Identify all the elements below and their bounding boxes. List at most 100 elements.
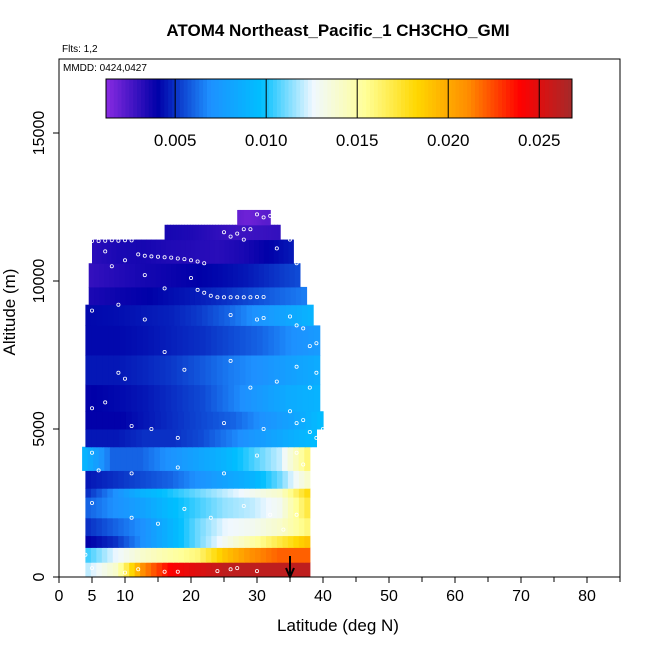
- heatmap-cell: [218, 224, 222, 241]
- colorbar-tick-label: 0.025: [518, 131, 561, 150]
- heatmap-cell: [176, 325, 184, 356]
- heatmap-cell: [243, 263, 249, 288]
- sample-point: [103, 400, 108, 405]
- heatmap-cell: [317, 411, 324, 430]
- sample-point: [235, 295, 240, 300]
- sample-point: [155, 521, 160, 526]
- heatmap-cell: [226, 446, 233, 471]
- heatmap-cell: [151, 497, 158, 519]
- heatmap-cell: [248, 263, 255, 288]
- heatmap-cell: [285, 384, 292, 412]
- colorbar-cell: [206, 79, 212, 118]
- heatmap-cell: [305, 411, 313, 430]
- heatmap-cell: [217, 263, 224, 288]
- heatmap-cell: [238, 535, 245, 548]
- colorbar-cell: [292, 79, 297, 118]
- heatmap-cell: [247, 209, 250, 226]
- heatmap-cell: [178, 224, 183, 241]
- heatmap-cell: [224, 239, 231, 264]
- heatmap-cell: [166, 411, 173, 430]
- heatmap-cell: [222, 325, 229, 356]
- sample-point: [294, 364, 299, 369]
- heatmap-cell: [140, 517, 147, 537]
- heatmap-cell: [185, 239, 191, 264]
- heatmap-cell: [118, 562, 125, 578]
- heatmap-cell: [313, 355, 321, 386]
- heatmap-cell: [163, 286, 169, 306]
- sample-point: [162, 569, 167, 574]
- heatmap-cell: [181, 224, 185, 241]
- heatmap-cell: [213, 304, 220, 326]
- heatmap-cell: [192, 224, 197, 241]
- colorbar-cell: [117, 79, 123, 118]
- heatmap-cell: [143, 411, 150, 430]
- plot-frame: [58, 58, 621, 578]
- heatmap-cell: [233, 547, 240, 563]
- heatmap-cell: [178, 497, 185, 519]
- heatmap-cell: [195, 239, 201, 264]
- heatmap-cell: [199, 355, 206, 386]
- heatmap-cell: [202, 304, 209, 326]
- heatmap-cell: [156, 497, 163, 519]
- heatmap-cell: [296, 384, 304, 412]
- heatmap-cell: [178, 562, 185, 578]
- heatmap-cell: [266, 224, 270, 241]
- heatmap-cell: [178, 470, 185, 489]
- heatmap-cell: [85, 304, 92, 326]
- colorbar-cell: [327, 79, 332, 118]
- heatmap-cell: [266, 547, 273, 563]
- sample-point: [123, 376, 128, 381]
- heatmap-cell: [82, 446, 89, 471]
- heatmap-cell: [279, 263, 286, 288]
- heatmap-cell: [125, 286, 132, 306]
- colorbar-cell: [498, 79, 503, 118]
- heatmap-cell: [118, 517, 125, 537]
- heatmap-cell: [107, 547, 114, 563]
- heatmap-cell: [287, 446, 294, 471]
- heatmap-cell: [278, 239, 285, 264]
- x-tick-label: 60: [446, 588, 464, 605]
- sample-point: [129, 423, 134, 428]
- heatmap-cell: [153, 325, 161, 356]
- heatmap-cell: [169, 429, 177, 448]
- sample-point: [307, 344, 312, 349]
- x-tick-label: 70: [512, 588, 530, 605]
- heatmap-cell: [165, 239, 172, 264]
- colorbar-tick-label: 0.020: [427, 131, 470, 150]
- heatmap-cell: [209, 446, 216, 471]
- heatmap-cell: [131, 355, 138, 386]
- heatmap-cell: [85, 488, 92, 498]
- x-tick-label: 80: [578, 588, 596, 605]
- heatmap-cell: [134, 497, 141, 519]
- sample-point: [294, 421, 299, 426]
- heatmap-cell: [129, 304, 136, 326]
- heatmap-cell: [305, 429, 312, 448]
- heatmap-cell: [231, 429, 239, 448]
- heatmap-cell: [173, 224, 177, 241]
- heatmap-cell: [205, 488, 212, 498]
- heatmap-cell: [299, 411, 307, 430]
- heatmap-cell: [239, 355, 247, 386]
- heatmap-cell: [87, 446, 94, 471]
- heatmap-cell: [141, 239, 147, 264]
- y-axis-label: Altitude (m): [0, 269, 19, 356]
- sample-point: [175, 256, 180, 261]
- heatmap-cell: [101, 535, 108, 548]
- heatmap-cell: [245, 355, 252, 386]
- heatmap-cell: [145, 470, 152, 489]
- colorbar-cell: [350, 79, 356, 118]
- heatmap-cell: [251, 325, 258, 356]
- heatmap-cell: [106, 239, 113, 264]
- heatmap-cell: [266, 209, 269, 226]
- heatmap-cell: [238, 470, 245, 489]
- heatmap-cell: [172, 497, 180, 519]
- heatmap-cell: [242, 209, 244, 226]
- heatmap-cell: [200, 517, 207, 537]
- heatmap-cell: [146, 304, 153, 326]
- heatmap-cell: [125, 355, 132, 386]
- heatmap-cell: [256, 325, 264, 356]
- sample-point: [182, 257, 187, 262]
- colorbar-cell: [307, 79, 313, 118]
- heatmap-cell: [120, 411, 127, 430]
- heatmap-cell: [129, 562, 136, 578]
